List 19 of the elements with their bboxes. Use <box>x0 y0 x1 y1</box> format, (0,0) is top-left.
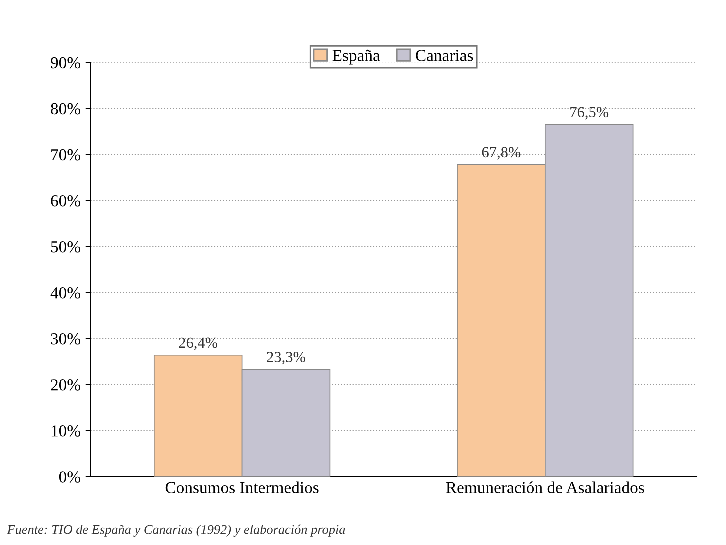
y-tick-label: 10% <box>52 426 80 437</box>
x-tick-label: Remuneración de Asalariados <box>446 482 644 494</box>
legend-label: Canarias <box>416 50 474 62</box>
data-label: 26,4% <box>179 338 218 350</box>
data-label: 76,5% <box>570 107 609 120</box>
x-tick-label: Consumos Intermedios <box>166 482 319 494</box>
y-tick-label: 90% <box>51 57 80 69</box>
legend-label: España <box>332 50 380 65</box>
y-tick-label: 60% <box>51 195 80 207</box>
y-tick-label: 30% <box>51 334 80 345</box>
y-tick-label: 80% <box>51 103 80 115</box>
y-tick-label: 40% <box>50 287 80 299</box>
y-tick-label: 70% <box>52 149 80 161</box>
y-tick-label: 20% <box>51 380 80 391</box>
source-note: Fuente: TIO de España y Canarias (1992) y elaboración propia <box>7 524 346 537</box>
data-label: 67,8% <box>482 147 521 160</box>
y-tick-label: 50% <box>51 241 80 253</box>
y-tick-label: 0% <box>59 472 80 483</box>
data-label: 23,3% <box>267 352 306 365</box>
